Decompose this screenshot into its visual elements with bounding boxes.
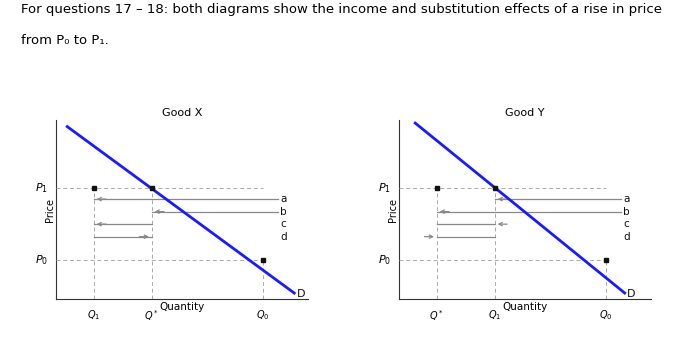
Text: $Q_1$: $Q_1$ — [488, 308, 501, 322]
Title: Good Y: Good Y — [505, 108, 545, 118]
Text: D: D — [297, 290, 305, 300]
Text: d: d — [623, 232, 630, 242]
Text: For questions 17 – 18: both diagrams show the income and substitution effects of: For questions 17 – 18: both diagrams sho… — [21, 3, 662, 17]
Text: d: d — [280, 232, 287, 242]
Text: D: D — [627, 290, 636, 300]
Text: b: b — [280, 207, 287, 217]
Title: Good X: Good X — [162, 108, 202, 118]
Text: $P_0$: $P_0$ — [36, 253, 48, 267]
X-axis label: Quantity: Quantity — [503, 302, 547, 312]
Text: b: b — [623, 207, 630, 217]
Text: c: c — [623, 219, 629, 229]
Text: a: a — [280, 194, 287, 204]
X-axis label: Quantity: Quantity — [160, 302, 204, 312]
Text: $Q^*$: $Q^*$ — [144, 308, 159, 323]
Text: from P₀ to P₁.: from P₀ to P₁. — [21, 34, 108, 47]
Text: $Q_0$: $Q_0$ — [599, 308, 612, 322]
Text: a: a — [623, 194, 630, 204]
Y-axis label: Price: Price — [45, 198, 55, 222]
Text: $P_1$: $P_1$ — [36, 182, 48, 195]
Y-axis label: Price: Price — [388, 198, 398, 222]
Text: c: c — [280, 219, 286, 229]
Text: $Q_1$: $Q_1$ — [88, 308, 100, 322]
Text: $Q_0$: $Q_0$ — [256, 308, 270, 322]
Text: $P_0$: $P_0$ — [379, 253, 391, 267]
Text: $Q^*$: $Q^*$ — [429, 308, 444, 323]
Text: $P_1$: $P_1$ — [379, 182, 391, 195]
